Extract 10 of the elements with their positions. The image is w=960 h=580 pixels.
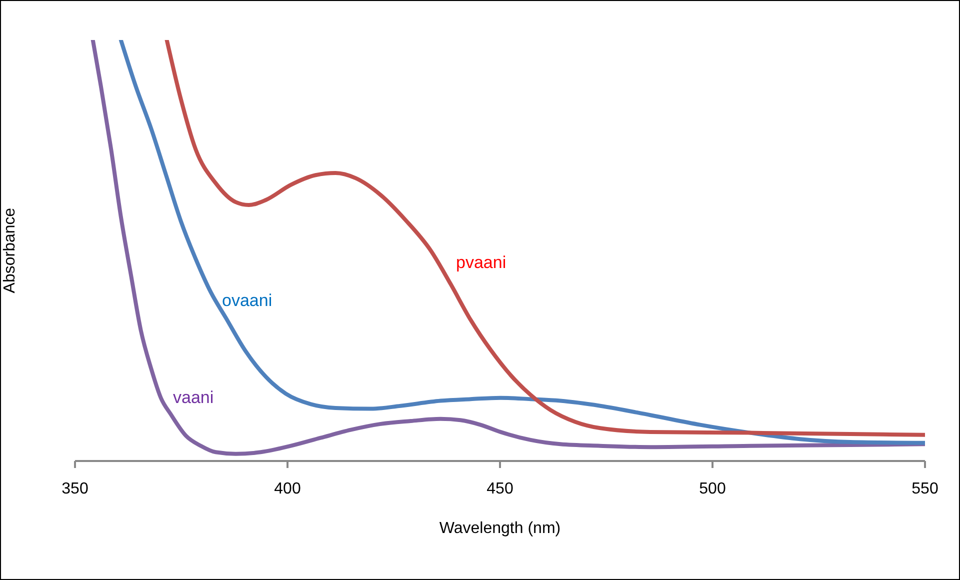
x-tick-label: 500	[699, 480, 726, 498]
x-tick-label: 550	[912, 480, 938, 498]
series-label: pvaani	[456, 253, 506, 273]
series-label: vaani	[173, 388, 214, 408]
x-tick-label: 450	[486, 480, 514, 498]
series-label: ovaani	[222, 291, 272, 311]
y-axis-title: Absorbance	[2, 208, 19, 294]
x-axis-title: Wavelength (nm)	[439, 520, 561, 537]
x-tick-label: 400	[274, 480, 301, 498]
x-tick-label: 350	[62, 480, 88, 498]
